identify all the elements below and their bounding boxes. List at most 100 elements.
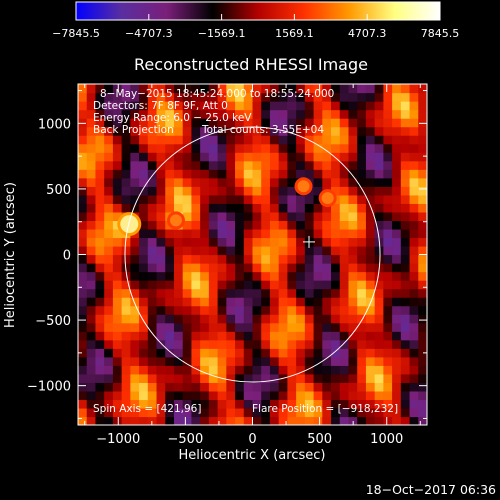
heatmap-cell — [226, 254, 236, 264]
heatmap-cell — [409, 177, 419, 187]
heatmap-cell — [313, 356, 323, 366]
heatmap-cell — [331, 109, 341, 119]
heatmap-cell — [418, 305, 427, 315]
heatmap-cell — [296, 271, 306, 281]
heatmap-cell — [392, 169, 402, 179]
heatmap-cell — [374, 177, 384, 187]
heatmap-cell — [226, 177, 236, 187]
heatmap-cell — [409, 407, 419, 418]
heatmap-cell — [121, 271, 131, 281]
heatmap-cell — [139, 160, 149, 170]
heatmap-cell — [200, 263, 210, 273]
heatmap-cell — [191, 314, 201, 324]
heatmap-cell — [112, 126, 123, 136]
heatmap-cell — [331, 237, 341, 247]
heatmap-cell — [208, 228, 219, 239]
heatmap-cell — [383, 203, 393, 213]
heatmap-cell — [226, 416, 236, 425]
heatmap-cell — [78, 160, 88, 170]
heatmap-cell — [313, 271, 323, 281]
heatmap-cell — [104, 254, 114, 264]
heatmap-cell — [339, 143, 350, 153]
heatmap-cell — [400, 143, 411, 153]
heatmap-cell — [173, 135, 184, 145]
heatmap-cell — [121, 203, 131, 213]
heatmap-cell — [348, 237, 358, 247]
heatmap-cell — [112, 118, 123, 128]
heatmap-cell — [365, 271, 376, 281]
heatmap-cell — [235, 152, 245, 162]
heatmap-cell — [156, 288, 166, 298]
heatmap-cell — [304, 297, 315, 307]
heatmap-cell — [313, 245, 323, 256]
heatmap-cell — [418, 92, 427, 102]
heatmap-cell — [400, 382, 411, 392]
heatmap-cell — [252, 365, 262, 375]
heatmap-cell — [200, 101, 210, 111]
heatmap-cell — [261, 245, 271, 256]
heatmap-cell — [121, 305, 131, 315]
heatmap-cell — [200, 254, 210, 264]
heatmap-cell — [331, 177, 341, 187]
heatmap-cell — [139, 109, 149, 119]
heatmap-cell — [173, 254, 184, 264]
heatmap-cell — [296, 92, 306, 102]
heatmap-cell — [104, 399, 114, 409]
heatmap-cell — [296, 399, 306, 409]
heatmap-cell — [278, 186, 288, 196]
heatmap-cell — [418, 322, 427, 332]
heatmap-cell — [86, 169, 97, 179]
heatmap-cell — [112, 399, 123, 409]
heatmap-cell — [287, 186, 297, 196]
heatmap-cell — [112, 237, 123, 247]
heatmap-cell — [191, 126, 201, 136]
heatmap-cell — [357, 390, 367, 401]
heatmap-cell — [182, 228, 193, 239]
heatmap-cell — [95, 348, 105, 358]
heatmap-cell — [130, 186, 140, 196]
heatmap-cell — [243, 263, 254, 273]
heatmap-cell — [418, 245, 427, 256]
heatmap-cell — [287, 339, 297, 349]
heatmap-cell — [400, 271, 411, 281]
heatmap-cell — [322, 407, 332, 418]
heatmap-cell — [78, 84, 88, 94]
heatmap-cell — [173, 399, 184, 409]
heatmap-cell — [409, 211, 419, 221]
heatmap-cell — [252, 194, 262, 204]
heatmap-cell — [313, 169, 323, 179]
heatmap-cell — [331, 322, 341, 332]
heatmap-cell — [348, 407, 358, 418]
heatmap-cell — [182, 399, 193, 409]
heatmap-cell — [313, 211, 323, 221]
heatmap-cell — [348, 339, 358, 349]
heatmap-cell — [200, 322, 210, 332]
heatmap-cell — [226, 288, 236, 298]
heatmap-cell — [278, 314, 288, 324]
heatmap-cell — [409, 228, 419, 239]
heatmap-cell — [165, 194, 175, 204]
heatmap-cell — [182, 109, 193, 119]
heatmap-cell — [357, 211, 367, 221]
heatmap-cell — [130, 177, 140, 187]
heatmap-cell — [383, 297, 393, 307]
heatmap-cell — [400, 280, 411, 290]
heatmap-cell — [226, 237, 236, 247]
heatmap-cell — [243, 92, 254, 102]
heatmap-cell — [322, 288, 332, 298]
heatmap-cell — [243, 203, 254, 213]
heatmap-cell — [304, 356, 315, 366]
heatmap-cell — [235, 245, 245, 256]
heatmap-cell — [374, 399, 384, 409]
heatmap-cell — [374, 390, 384, 401]
heatmap-cell — [200, 382, 210, 392]
heatmap-cell — [357, 373, 367, 383]
heatmap-cell — [86, 407, 97, 418]
heatmap-cell — [261, 126, 271, 136]
heatmap-cell — [130, 382, 140, 392]
heatmap-cell — [173, 143, 184, 153]
heatmap-cell — [156, 152, 166, 162]
heatmap-cell — [139, 407, 149, 418]
heatmap-cell — [365, 220, 376, 230]
heatmap-cell — [156, 263, 166, 273]
